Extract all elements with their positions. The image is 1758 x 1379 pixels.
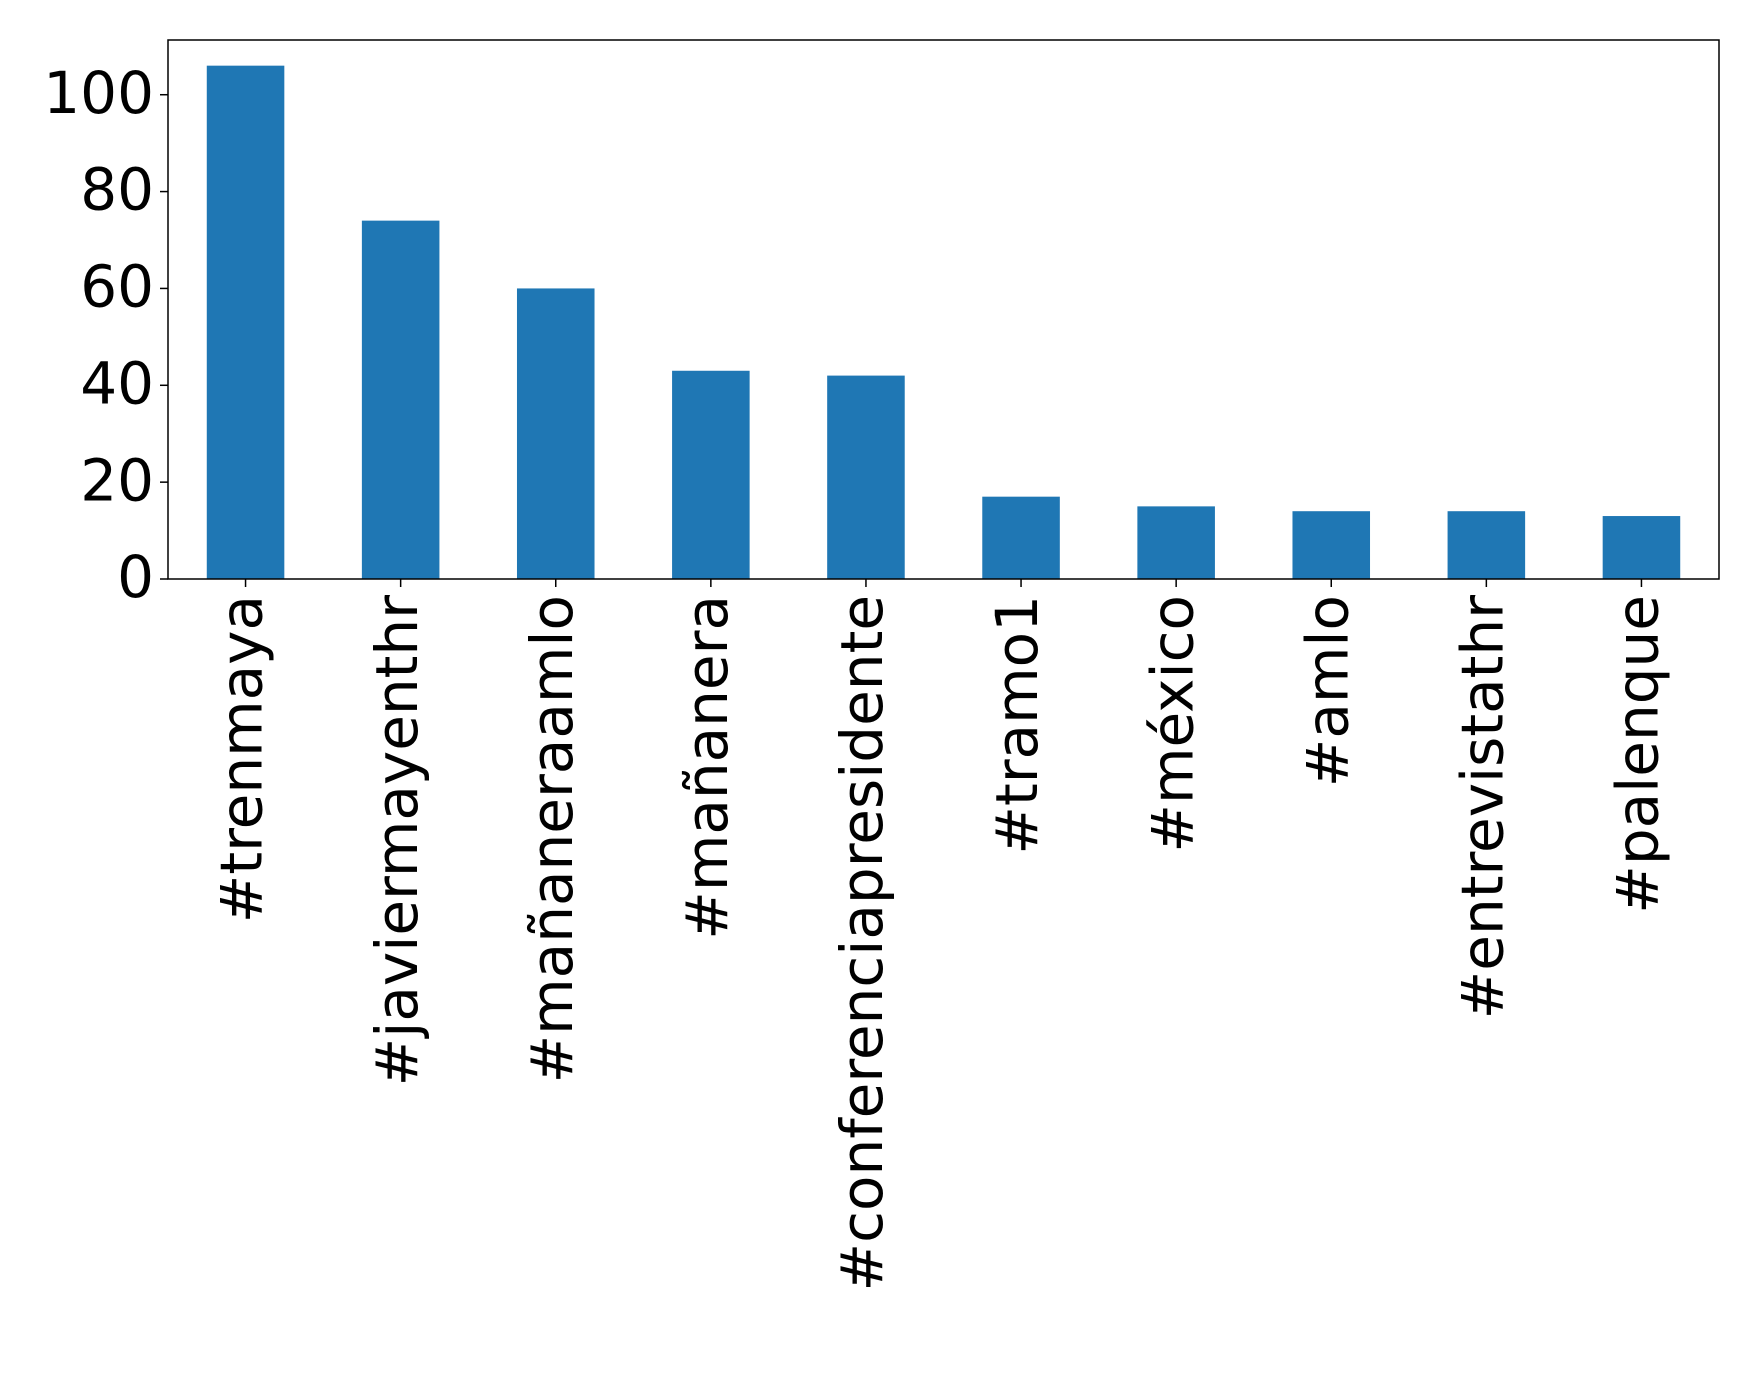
x-tick-label: #entrevistathr xyxy=(1448,595,1516,1019)
bar xyxy=(1447,511,1526,579)
x-tick-label: #méxico xyxy=(1138,595,1206,853)
bar xyxy=(1137,506,1215,579)
y-tick-label: 20 xyxy=(80,446,154,514)
x-tick-label: #trenmaya xyxy=(208,595,276,923)
bar xyxy=(827,375,905,579)
y-tick-label: 80 xyxy=(80,156,154,224)
bar xyxy=(982,496,1060,579)
bar xyxy=(206,65,285,579)
axes-frame xyxy=(167,39,1720,580)
y-tick-label: 100 xyxy=(43,59,154,127)
x-tick-label: #mañaneraamlo xyxy=(518,595,586,1083)
x-tick-label: #conferenciapresidente xyxy=(828,595,896,1291)
x-tick-label: #javiermayenthr xyxy=(363,595,431,1087)
x-tick-label: #tramo1 xyxy=(983,595,1051,855)
bar xyxy=(672,370,750,579)
y-tick-label: 40 xyxy=(80,349,154,417)
bar xyxy=(361,220,440,579)
bar xyxy=(1292,511,1371,579)
x-tick-label: #palenque xyxy=(1604,595,1672,914)
x-tick-label: #mañanera xyxy=(673,595,741,940)
x-tick-label: #amlo xyxy=(1293,595,1361,787)
bar xyxy=(1602,516,1681,579)
y-tick-label: 0 xyxy=(117,543,154,611)
y-tick-label: 60 xyxy=(80,253,154,321)
bar xyxy=(516,288,595,579)
